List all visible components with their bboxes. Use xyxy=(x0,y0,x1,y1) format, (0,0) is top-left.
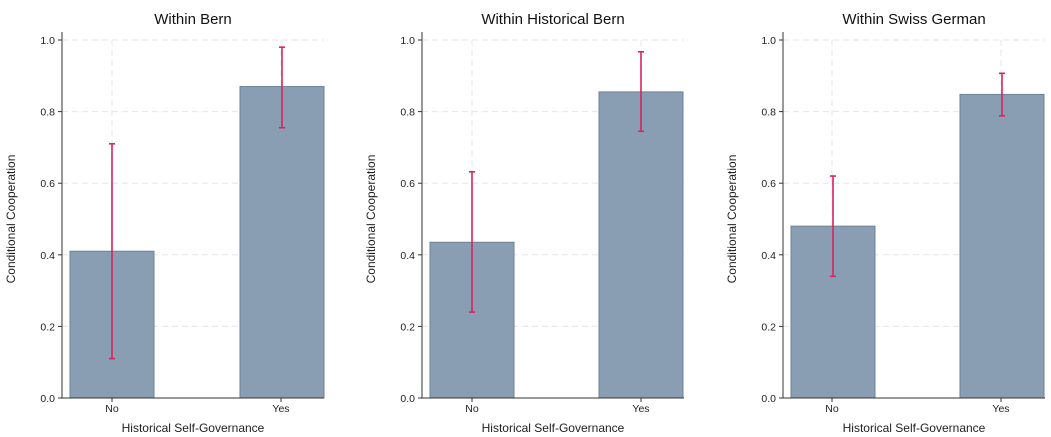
x-tick-label: No xyxy=(105,403,119,415)
bar xyxy=(239,86,325,399)
y-tick-label: 0.2 xyxy=(400,321,415,333)
bar xyxy=(959,93,1045,399)
chart-panel-2: Within Historical Bern 0.0 0.2 0.4 0.6 0.8 1.0… xyxy=(364,11,684,435)
y-axis-label: Conditional Cooperation xyxy=(364,155,378,284)
y-tick-label: 1.0 xyxy=(40,35,55,47)
x-axis-label: Historical Self-Governance xyxy=(482,421,625,435)
y-tick-label: 0.0 xyxy=(761,393,776,405)
bar xyxy=(790,225,876,399)
y-axis-label: Conditional Cooperation xyxy=(725,155,739,284)
y-tick-label: 0.4 xyxy=(761,250,776,262)
y-tick-label: 0.6 xyxy=(400,178,415,190)
chart-panel-1: Within Bern 0.0 0.2 0.4 0.6 0.8 1.0 No Yes Histor… xyxy=(4,11,325,435)
y-tick-label: 0.4 xyxy=(40,250,55,262)
x-tick-label: No xyxy=(825,403,839,415)
x-axis-label: Historical Self-Governance xyxy=(843,421,986,435)
y-tick-label: 0.4 xyxy=(400,250,415,262)
y-axis-label: Conditional Cooperation xyxy=(4,155,18,284)
x-tick-label: Yes xyxy=(632,403,649,415)
y-tick-label: 0.6 xyxy=(40,178,55,190)
bar xyxy=(429,241,515,399)
y-tick-label: 1.0 xyxy=(761,35,776,47)
y-tick-label: 0.8 xyxy=(40,107,55,119)
chart-title: Within Swiss German xyxy=(842,11,985,28)
y-tick-label: 0.8 xyxy=(400,107,415,119)
y-tick-label: 0.2 xyxy=(761,321,776,333)
y-tick-label: 0.8 xyxy=(761,107,776,119)
y-tick-label: 0.6 xyxy=(761,178,776,190)
x-tick-label: Yes xyxy=(992,403,1009,415)
y-tick-label: 0.0 xyxy=(400,393,415,405)
x-axis-label: Historical Self-Governance xyxy=(122,421,265,435)
chart-title: Within Bern xyxy=(154,11,232,28)
y-tick-label: 0.0 xyxy=(40,393,55,405)
bar xyxy=(598,91,684,399)
x-tick-label: No xyxy=(465,403,479,415)
x-tick-label: Yes xyxy=(272,403,289,415)
chart-panel-3: Within Swiss German 0.0 0.2 0.4 0.6 0.8 1.0 No Y… xyxy=(725,11,1045,435)
y-tick-label: 0.2 xyxy=(40,321,55,333)
y-tick-label: 1.0 xyxy=(400,35,415,47)
chart-title: Within Historical Bern xyxy=(481,11,624,28)
